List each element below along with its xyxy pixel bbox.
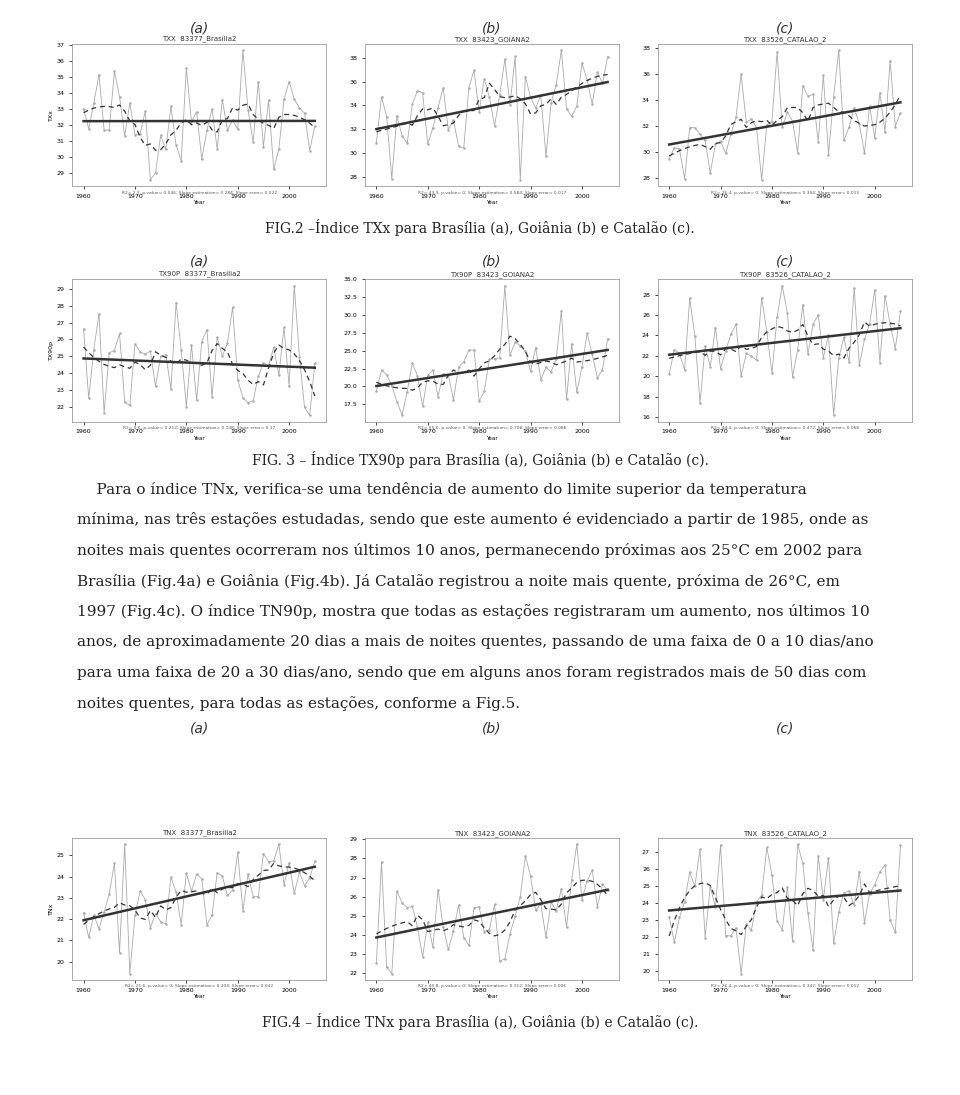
Text: FIG.4 – Índice TNx para Brasília (a), Goiânia (b) e Catalão (c).: FIG.4 – Índice TNx para Brasília (a), Go… [262, 1013, 698, 1030]
Text: (c): (c) [776, 722, 794, 736]
Title: TXX  83377_Brasília2: TXX 83377_Brasília2 [162, 35, 236, 43]
Title: TX90P  83526_CATALAO_2: TX90P 83526_CATALAO_2 [739, 272, 830, 278]
Text: R2= 2.Y, p-value= 0.546; Slope estimation= 0.284; Slope error= 0.022: R2= 2.Y, p-value= 0.546; Slope estimatio… [122, 191, 276, 195]
Text: noites quentes, para todas as estações, conforme a Fig.5.: noites quentes, para todas as estações, … [77, 696, 519, 712]
Text: R2= 43.3, p-value= 0; Slope estimation= 0.584; Slope error= 0.017: R2= 43.3, p-value= 0; Slope estimation= … [418, 191, 566, 195]
Text: (c): (c) [776, 21, 794, 35]
Text: FIG. 3 – Índice TX90p para Brasília (a), Goiânia (b) e Catalão (c).: FIG. 3 – Índice TX90p para Brasília (a),… [252, 451, 708, 469]
Title: TNX  83423_GOIANA2: TNX 83423_GOIANA2 [454, 830, 530, 837]
X-axis label: Year: Year [193, 436, 205, 440]
Y-axis label: TNx: TNx [49, 902, 54, 915]
Text: anos, de aproximadamente 20 dias a mais de noites quentes, passando de uma faixa: anos, de aproximadamente 20 dias a mais … [77, 635, 874, 649]
Text: (a): (a) [189, 21, 209, 35]
Text: R2= 40.8, p-value= 0; Slope estimation= 0.312; Slope error= 0.006: R2= 40.8, p-value= 0; Slope estimation= … [418, 984, 566, 989]
X-axis label: Year: Year [486, 994, 498, 999]
Y-axis label: TXx: TXx [49, 110, 54, 120]
Y-axis label: TX90p: TX90p [49, 341, 54, 360]
Text: Para o índice TNx, verifica-se uma tendência de aumento do limite superior da te: Para o índice TNx, verifica-se uma tendê… [77, 482, 806, 497]
Text: (a): (a) [189, 254, 209, 268]
X-axis label: Year: Year [486, 200, 498, 205]
Text: R2= 26.4, p-value= 0; Slope estimation= 0.342; Slope error= 0.012: R2= 26.4, p-value= 0; Slope estimation= … [710, 984, 859, 989]
Title: TNX  83526_CATALAO_2: TNX 83526_CATALAO_2 [743, 830, 827, 837]
Title: TX90P  83423_GOIANA2: TX90P 83423_GOIANA2 [450, 272, 534, 278]
X-axis label: Year: Year [779, 436, 791, 440]
Text: (b): (b) [482, 21, 502, 35]
Text: (a): (a) [189, 722, 209, 736]
Title: TXX  83526_CATALAO_2: TXX 83526_CATALAO_2 [743, 36, 827, 43]
X-axis label: Year: Year [779, 994, 791, 999]
Text: mínima, nas três estações estudadas, sendo que este aumento é evidenciado a part: mínima, nas três estações estudadas, sen… [77, 512, 868, 528]
X-axis label: Year: Year [486, 436, 498, 440]
Text: (b): (b) [482, 722, 502, 736]
Text: R2= 55.6, p-value= 0; Slope estimation= 0.708; Slope error= 0.086: R2= 55.6, p-value= 0; Slope estimation= … [418, 426, 566, 430]
Title: TX90P  83377_Brasília2: TX90P 83377_Brasília2 [157, 270, 241, 278]
Text: R2= 44.4, p-value= 0; Slope estimation= 0.472; Slope error= 0.068: R2= 44.4, p-value= 0; Slope estimation= … [710, 426, 859, 430]
Text: R2= 26.4, p-value= 0; Slope estimation= 0.394; Slope error= 0.015: R2= 26.4, p-value= 0; Slope estimation= … [710, 191, 859, 195]
Text: 1997 (Fig.4c). O índice TN90p, mostra que todas as estações registraram um aumen: 1997 (Fig.4c). O índice TN90p, mostra qu… [77, 604, 870, 620]
X-axis label: Year: Year [193, 994, 205, 999]
X-axis label: Year: Year [193, 200, 205, 205]
Text: R2= 21.6, p-value= 0; Slope estimation= 0.204; Slope error= 0.042: R2= 21.6, p-value= 0; Slope estimation= … [125, 984, 274, 989]
Text: noites mais quentes ocorreram nos últimos 10 anos, permanecendo próximas aos 25°: noites mais quentes ocorreram nos último… [77, 543, 862, 558]
Text: (b): (b) [482, 254, 502, 268]
Text: (c): (c) [776, 254, 794, 268]
Title: TNX  83377_Brasília2: TNX 83377_Brasília2 [162, 829, 236, 837]
Title: TXX  83423_GOIANA2: TXX 83423_GOIANA2 [454, 36, 530, 43]
X-axis label: Year: Year [779, 200, 791, 205]
Text: para uma faixa de 20 a 30 dias/ano, sendo que em alguns anos foram registrados m: para uma faixa de 20 a 30 dias/ano, send… [77, 666, 866, 680]
Text: Brasília (Fig.4a) e Goiânia (Fig.4b). Já Catalão registrou a noite mais quente, : Brasília (Fig.4a) e Goiânia (Fig.4b). Já… [77, 574, 840, 589]
Text: R2= 0.6, p-value= 0.212; Slope estimation= 0.148; Slope error= 0.17: R2= 0.6, p-value= 0.212; Slope estimatio… [123, 426, 276, 430]
Text: FIG.2 –Índice TXx para Brasília (a), Goiânia (b) e Catalão (c).: FIG.2 –Índice TXx para Brasília (a), Goi… [265, 219, 695, 237]
